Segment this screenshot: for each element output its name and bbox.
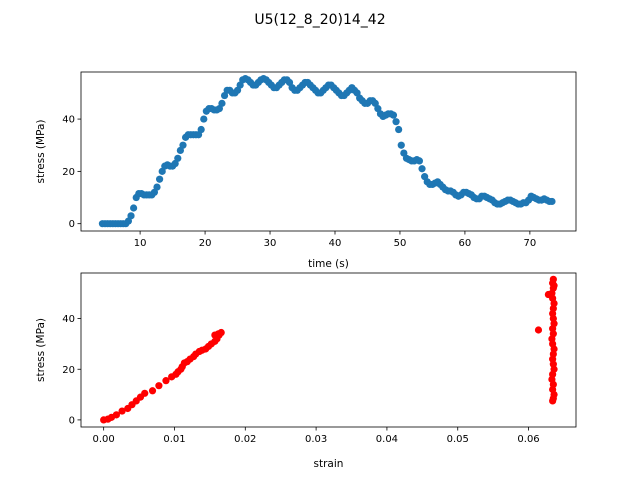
top-panel-time-stress: 10 20 30 40 50 60 70 0 20 40 time (s) stress (MPa) (35, 71, 577, 270)
y-tick-label: 20 (62, 167, 75, 178)
data-point (392, 118, 400, 126)
data-point (141, 389, 149, 397)
x-tick-label: 20 (199, 238, 212, 249)
y-axis-label: stress (MPa) (35, 318, 47, 382)
x-axis-label: time (s) (308, 258, 349, 270)
data-point (395, 125, 403, 134)
x-tick-label: 0.00 (93, 434, 115, 445)
y-tick-label: 40 (62, 115, 75, 126)
y-tick-label: 40 (62, 314, 75, 325)
data-points (100, 275, 558, 424)
data-point (214, 330, 222, 338)
data-point (179, 141, 187, 149)
y-tick-label: 0 (69, 415, 75, 426)
data-point (130, 204, 138, 212)
data-point (127, 212, 135, 220)
axes-frame (80, 272, 577, 428)
x-tick-label: 0.04 (376, 434, 398, 445)
data-point (156, 175, 164, 183)
data-points (98, 74, 556, 228)
x-tick-label: 0.02 (234, 434, 256, 445)
data-point (548, 197, 556, 206)
data-point (153, 183, 161, 191)
figure-title: U5(12_8_20)14_42 (254, 12, 385, 28)
data-point (112, 411, 121, 419)
data-point (155, 382, 163, 390)
x-tick-label: 50 (394, 238, 407, 249)
y-axis-label: stress (MPa) (35, 120, 47, 184)
x-tick-label: 0.01 (163, 434, 185, 445)
data-point (418, 165, 426, 173)
x-tick-label: 0.05 (447, 434, 469, 445)
x-tick-label: 10 (134, 238, 147, 249)
data-point (389, 111, 398, 119)
x-tick-label: 40 (329, 238, 342, 249)
axes-frame (80, 71, 577, 232)
data-point (218, 99, 226, 107)
data-point (397, 141, 405, 149)
data-point (197, 125, 205, 134)
data-point (148, 387, 157, 395)
data-point (549, 397, 557, 405)
x-tick-label: 0.03 (305, 434, 327, 445)
y-tick-label: 20 (62, 365, 75, 376)
data-point (118, 407, 126, 415)
bottom-panel-strain-stress: 0.00 0.01 0.02 0.03 0.04 0.05 0.06 0 20 40 strain s… (35, 272, 577, 470)
data-point (162, 377, 170, 385)
x-axis-label: strain (314, 458, 344, 470)
x-tick-label: 60 (459, 238, 472, 249)
data-point (415, 157, 424, 165)
data-point (200, 115, 208, 123)
x-tick-label: 70 (524, 238, 537, 249)
x-tick-label: 30 (264, 238, 277, 249)
data-point (174, 154, 182, 162)
data-point (534, 326, 543, 334)
y-tick-label: 0 (69, 219, 75, 230)
x-tick-label: 0.06 (517, 434, 539, 445)
